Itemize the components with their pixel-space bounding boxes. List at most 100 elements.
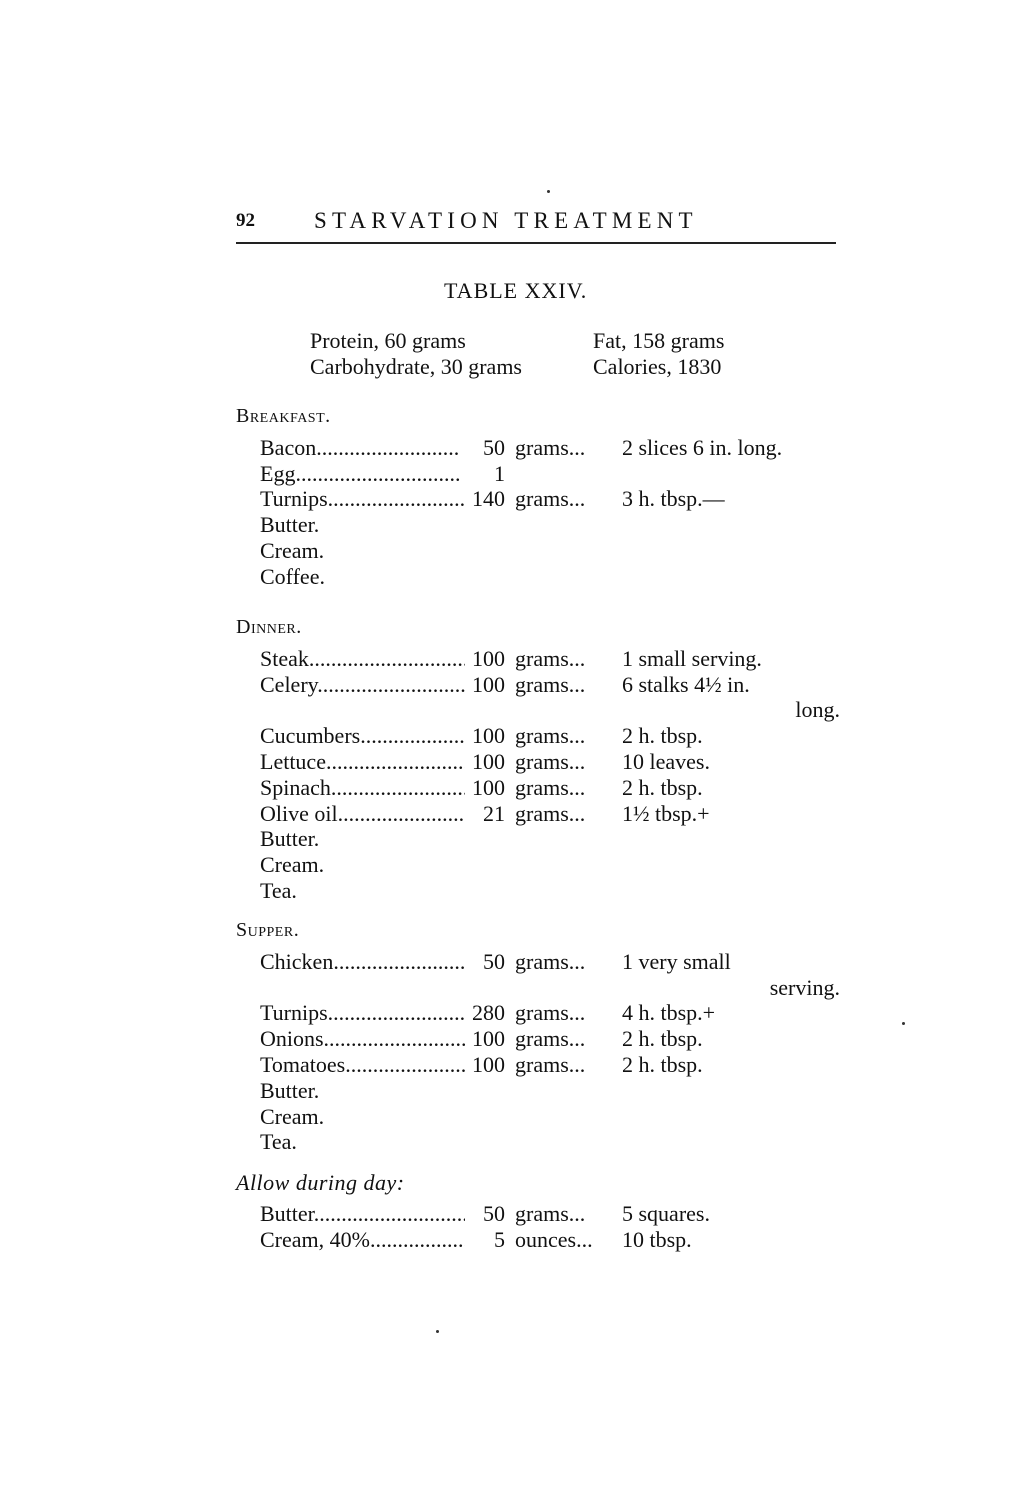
food-amount: 140: [472, 486, 505, 512]
food-measure: 4 h. tbsp.+: [622, 1000, 716, 1026]
food-unit: [505, 564, 622, 590]
food-measure: [622, 461, 856, 487]
food-measure: 10 leaves.: [622, 748, 710, 774]
food-name: Cucumbers.........................: [260, 723, 465, 749]
food-name: Coffee.: [260, 563, 325, 589]
food-amount: [465, 564, 505, 590]
food-unit: [505, 826, 622, 852]
food-measure: 1½ tbsp.+: [622, 800, 710, 826]
food-measure: 2 h. tbsp.: [622, 774, 703, 800]
section-heading: Dinner.: [236, 616, 302, 638]
food-name: Cream.: [260, 537, 325, 563]
food-name: Celery............................: [260, 671, 465, 697]
food-row: Butter.: [236, 1078, 856, 1104]
food-unit: ounces...: [515, 1226, 593, 1252]
food-unit: grams...: [515, 723, 586, 749]
food-name: Egg..............................: [260, 460, 461, 486]
food-unit: grams...: [515, 1200, 586, 1226]
food-row: Spinach........................... 100 gra…: [236, 775, 856, 801]
food-row: Tea.: [236, 1129, 856, 1155]
food-row: Lettuce........................... 100 gra…: [236, 749, 856, 775]
food-name: Lettuce...........................: [260, 748, 465, 774]
nutrient-summary: Protein, 60 grams Fat, 158 grams Carbohyd…: [310, 328, 724, 380]
scan-speck: [436, 1330, 439, 1333]
food-unit: grams...: [515, 645, 586, 671]
food-name: Tomatoes..........................: [260, 1051, 465, 1077]
food-row: Onions............................ 100 gra…: [236, 1026, 856, 1052]
food-measure: [622, 1129, 856, 1155]
food-name: Steak.............................: [260, 645, 465, 671]
food-row: Butter............................ 50 gram…: [236, 1201, 856, 1227]
section-dinner: Dinner. Steak............................…: [236, 615, 856, 904]
food-amount: 100: [472, 748, 505, 774]
food-name: Turnips..........................: [260, 486, 465, 512]
food-row: Tomatoes.......................... 100 gra…: [236, 1052, 856, 1078]
food-row: Turnips........................... 280 gra…: [236, 1000, 856, 1026]
food-row: Olive oil......................... 21 gram…: [236, 801, 856, 827]
food-amount: [465, 1129, 505, 1155]
food-measure-continued: serving.: [769, 974, 840, 1000]
food-name: Chicken...........................: [260, 948, 465, 974]
food-amount: 100: [472, 723, 505, 749]
scan-speck: [902, 1022, 905, 1025]
protein: Protein, 60 grams: [310, 328, 466, 353]
food-row: Tea.: [236, 878, 856, 904]
food-measure: 2 h. tbsp.: [622, 1026, 703, 1052]
food-name: Turnips...........................: [260, 1000, 465, 1026]
section-heading: Supper.: [236, 919, 300, 941]
food-unit: grams...: [515, 948, 586, 974]
food-unit: grams...: [515, 800, 586, 826]
carbohydrate: Carbohydrate, 30 grams: [310, 354, 522, 379]
food-unit: [505, 852, 622, 878]
food-unit: grams...: [515, 486, 586, 512]
food-measure: 3 h. tbsp.—: [622, 486, 725, 512]
food-unit: [505, 461, 622, 487]
food-unit: grams...: [515, 434, 586, 460]
food-amount: [465, 512, 505, 538]
food-measure: 10 tbsp.: [622, 1226, 692, 1252]
food-amount: 5: [494, 1226, 505, 1252]
food-row: Cream.: [236, 538, 856, 564]
food-measure: [622, 826, 856, 852]
food-unit: [505, 878, 622, 904]
section-heading: Breakfast.: [236, 405, 331, 427]
food-amount: 100: [472, 1051, 505, 1077]
food-unit: [505, 512, 622, 538]
food-row: Butter.: [236, 826, 856, 852]
food-row: Cream.: [236, 852, 856, 878]
food-unit: grams...: [515, 1051, 586, 1077]
food-unit: [505, 1129, 622, 1155]
food-measure: [622, 512, 856, 538]
food-amount: 100: [472, 774, 505, 800]
food-amount: 50: [483, 434, 505, 460]
food-measure: [622, 878, 856, 904]
section-heading: Allow during day:: [236, 1170, 405, 1195]
food-name: Tea.: [260, 1129, 297, 1155]
running-title: STARVATION TREATMENT: [314, 208, 698, 233]
food-unit: grams...: [515, 671, 586, 697]
section-supper: Supper. Chicken..........................…: [236, 918, 856, 1155]
food-unit: grams...: [515, 748, 586, 774]
food-measure: 1 very small: [622, 948, 731, 974]
food-unit: grams...: [515, 774, 586, 800]
food-amount: [465, 878, 505, 904]
food-unit: grams...: [515, 1026, 586, 1052]
food-unit: [505, 1104, 622, 1130]
food-row: Egg.............................. 1: [236, 461, 856, 487]
food-name: Cream.: [260, 1103, 325, 1129]
calories: Calories, 1830: [593, 354, 722, 379]
food-amount: 21: [483, 800, 505, 826]
running-header: 92 STARVATION TREATMENT: [236, 208, 836, 244]
food-name: Onions............................: [260, 1026, 465, 1052]
food-name: Olive oil.........................: [260, 800, 465, 826]
food-amount: 1: [494, 460, 505, 486]
food-amount: [465, 538, 505, 564]
food-row: Coffee.: [236, 564, 856, 590]
food-amount: 50: [483, 948, 505, 974]
food-amount: [465, 826, 505, 852]
food-row: Celery............................ 100 gra…: [236, 672, 856, 698]
food-name: Butter.: [260, 826, 320, 852]
food-row: Steak............................. 100 gra…: [236, 646, 856, 672]
food-amount: [465, 1078, 505, 1104]
food-amount: [465, 852, 505, 878]
